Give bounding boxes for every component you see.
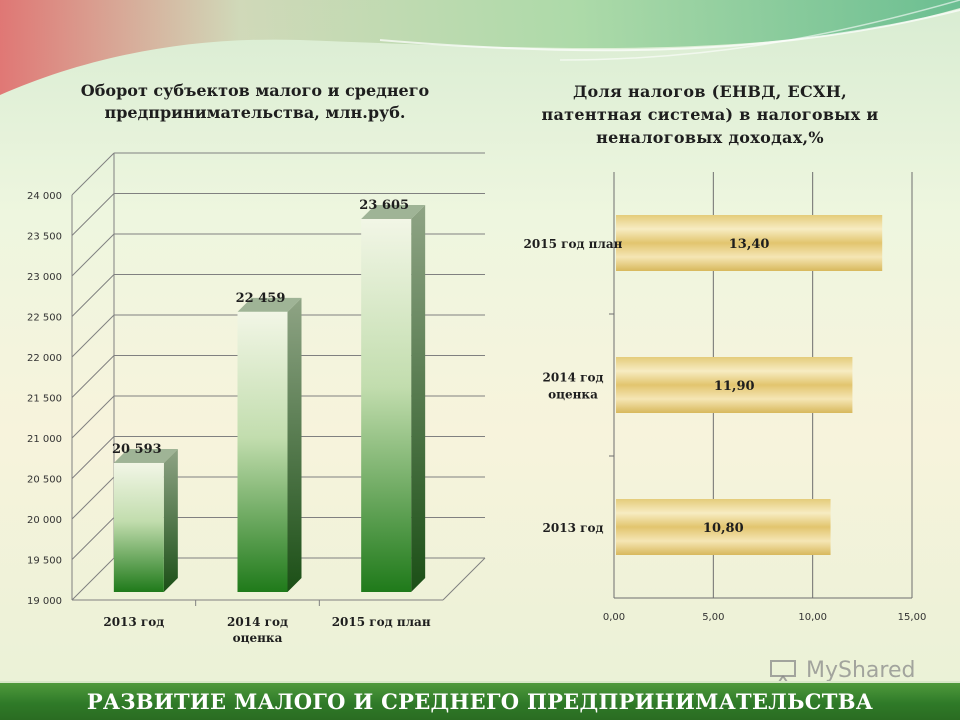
left-chart-title: Оборот субъектов малого и среднего предп… [60, 80, 450, 124]
gridline-diagonal [71, 314, 115, 358]
y-tick-label: 2014 год [543, 371, 604, 385]
y-tick-label: 22 000 [27, 353, 62, 364]
gridline-diagonal [71, 517, 115, 560]
x-tick-label: 2015 год план [332, 615, 431, 629]
left-chart-title-line-1: Оборот субъектов малого и среднего [80, 81, 430, 100]
bar-side [287, 297, 302, 592]
y-tick-label: 2013 год [543, 521, 604, 535]
left-chart-title-line-2: предпринимательства, млн.руб. [104, 103, 406, 122]
bar-side [163, 448, 178, 592]
x-tick-label: 2013 год [103, 615, 164, 629]
bar-top [113, 448, 178, 463]
bar [616, 215, 883, 271]
bar [237, 311, 288, 592]
decorative-swoosh [0, 0, 960, 95]
y-tick-label: оценка [548, 388, 598, 402]
data-label: 23 605 [359, 198, 409, 213]
y-tick-label: 2015 год план [524, 237, 623, 251]
data-label: 10,80 [703, 521, 744, 536]
gridline-diagonal [71, 436, 115, 479]
right-chart-title: Доля налогов (ЕНВД, ЕСХН, патентная сист… [515, 80, 905, 149]
data-label: 13,40 [729, 237, 770, 252]
bar [361, 218, 412, 592]
y-tick-label: 21 000 [27, 434, 62, 445]
y-tick-label: 24 000 [27, 191, 62, 202]
x-tick-label: 10,00 [798, 612, 827, 623]
right-chart-title-line-3: неналоговых доходах,% [596, 128, 824, 147]
gridline-diagonal [71, 476, 115, 520]
x-tick-label: оценка [233, 631, 283, 645]
x-tick-label: 5,00 [702, 612, 724, 623]
y-tick-label: 23 000 [27, 272, 62, 283]
gridline-diagonal [71, 355, 115, 398]
gridline-diagonal [71, 193, 115, 236]
watermark-text: MyShared [806, 658, 916, 683]
footer-bar: РАЗВИТИЕ МАЛОГО И СРЕДНЕГО ПРЕДПРИНИМАТЕ… [0, 681, 960, 720]
x-tick-label: 0,00 [603, 612, 625, 623]
bar [616, 357, 853, 413]
x-tick-label: 15,00 [898, 612, 927, 623]
y-tick-label: 22 500 [27, 313, 62, 324]
bar-top [361, 204, 426, 219]
bar-side [411, 204, 426, 592]
watermark-logo: MyShared [768, 656, 938, 686]
y-tick-label: 19 500 [27, 556, 62, 567]
gridline-diagonal [71, 395, 115, 439]
y-tick-label: 21 500 [27, 394, 62, 405]
y-tick-label: 20 000 [27, 515, 62, 526]
y-tick-label: 19 000 [27, 596, 62, 607]
y-tick-label: 20 500 [27, 475, 62, 486]
gridline-diagonal [71, 233, 115, 277]
data-label: 22 459 [236, 291, 286, 306]
bar-top [237, 297, 302, 312]
bar [113, 462, 164, 592]
gridline-diagonal [71, 557, 115, 601]
data-label: 20 593 [112, 442, 162, 457]
x-tick-label: 2014 год [227, 615, 288, 629]
y-tick-label: 23 500 [27, 232, 62, 243]
gridline-diagonal [71, 152, 115, 196]
gridline-diagonal [71, 274, 115, 317]
data-label: 11,90 [714, 379, 755, 394]
right-chart-title-line-2: патентная система) в налоговых и [541, 105, 879, 124]
floor-edge [442, 557, 486, 601]
bar [616, 499, 831, 555]
footer-title: РАЗВИТИЕ МАЛОГО И СРЕДНЕГО ПРЕДПРИНИМАТЕ… [86, 689, 874, 714]
left-bar-chart: 19 000 19 500 20 000 20 500 21 000 21 500 22 0… [27, 152, 486, 645]
right-bar-chart: 0,00 5,00 10,00 15,00 13,40 2015 год план 11,9… [524, 172, 927, 623]
right-chart-title-line-1: Доля налогов (ЕНВД, ЕСХН, [572, 82, 848, 101]
